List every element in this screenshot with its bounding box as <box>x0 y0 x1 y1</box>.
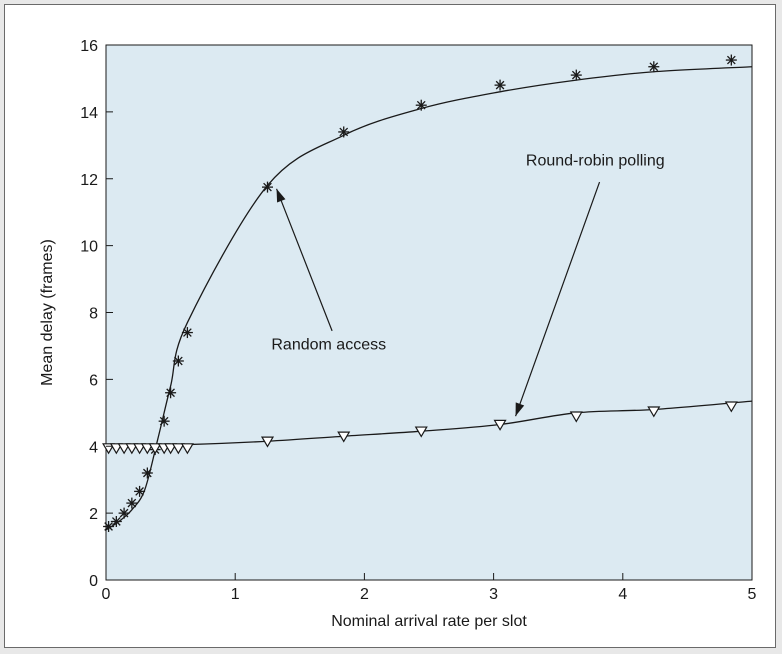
data-point-asterisk <box>494 79 506 91</box>
data-point-asterisk <box>338 126 350 138</box>
series-line-asterisk <box>105 66 753 531</box>
annotation-arrow-line <box>514 181 601 417</box>
y-axis-label: Mean delay (frames) <box>39 239 56 386</box>
data-point-asterisk <box>103 521 115 532</box>
y-tick-label: 0 <box>89 573 98 590</box>
data-point-asterisk <box>134 485 146 497</box>
annotation-arrowhead <box>276 188 286 203</box>
data-point-asterisk <box>172 355 184 367</box>
data-point-triangle <box>140 443 154 455</box>
data-point-asterisk <box>181 327 193 339</box>
x-tick-label: 2 <box>360 586 369 603</box>
data-point-asterisk <box>725 54 737 66</box>
data-point-asterisk <box>570 69 582 81</box>
data-point-asterisk <box>118 507 130 519</box>
data-point-triangle <box>569 411 583 423</box>
series-markers <box>102 54 738 532</box>
data-point-triangle <box>180 443 194 455</box>
data-point-asterisk <box>110 515 122 527</box>
data-point-triangle <box>117 443 131 455</box>
data-point-triangle <box>260 436 275 448</box>
y-tick-label: 12 <box>80 172 98 189</box>
annotation: Round-robin polling <box>514 152 665 417</box>
data-point-asterisk <box>648 61 660 73</box>
y-tick-label: 10 <box>80 239 98 256</box>
annotations: Random access Round-robin polling <box>271 152 665 417</box>
y-tick-label: 2 <box>89 506 98 523</box>
annotation-label: Round-robin polling <box>526 152 665 169</box>
y-tick-label: 8 <box>89 306 98 323</box>
annotation-arrow-line <box>275 188 333 332</box>
data-point-asterisk <box>262 181 273 193</box>
y-tick-label: 16 <box>80 38 98 55</box>
data-point-triangle <box>724 401 738 413</box>
plot-area <box>105 44 753 581</box>
x-tick-label: 1 <box>231 586 240 603</box>
data-point-triangle <box>493 419 507 431</box>
annotation-arrowhead <box>515 402 525 417</box>
data-point-triangle <box>133 443 147 455</box>
data-point-triangle <box>125 443 139 455</box>
data-point-triangle <box>171 443 185 455</box>
data-point-asterisk <box>141 467 153 479</box>
x-tick-label: 4 <box>618 586 627 603</box>
x-axis-label: Nominal arrival rate per slot <box>331 613 527 630</box>
data-point-triangle <box>148 443 162 455</box>
annotation: Random access <box>271 188 386 353</box>
x-tick-label: 3 <box>489 586 498 603</box>
y-tick-label: 14 <box>80 105 98 122</box>
data-point-triangle <box>109 443 123 455</box>
x-tick-label: 0 <box>102 586 111 603</box>
data-point-triangle <box>337 431 351 443</box>
data-point-triangle <box>414 426 428 438</box>
y-tick-label: 6 <box>89 372 98 389</box>
data-point-asterisk <box>415 99 427 111</box>
data-point-asterisk <box>126 497 138 509</box>
annotation-label: Random access <box>271 336 386 353</box>
x-tick-label: 5 <box>748 586 757 603</box>
data-point-asterisk <box>165 387 177 399</box>
data-point-triangle <box>164 443 178 455</box>
data-point-asterisk <box>158 415 170 427</box>
data-point-triangle <box>647 406 661 418</box>
y-tick-label: 4 <box>89 439 98 456</box>
